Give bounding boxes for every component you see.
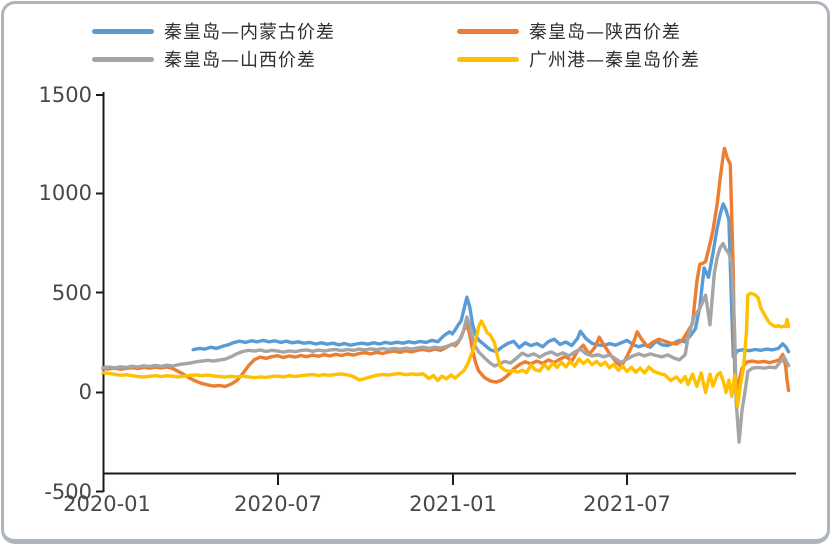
legend-line-swatch-blue [92, 28, 154, 34]
y-tick-label-0: 0 [78, 380, 92, 404]
legend-line-swatch-gray [92, 56, 154, 62]
axes [96, 92, 796, 493]
legend-item-qhd-shaanxi: 秦皇岛—陕西价差 [457, 20, 681, 43]
x-tick-label-2021-01: 2021-01 [409, 492, 497, 516]
y-tick-label-1000: 1000 [38, 181, 92, 205]
legend-line-swatch-orange [457, 28, 519, 34]
x-tick-label-2020-01: 2020-01 [63, 492, 151, 516]
legend-item-qhd-shanxi: 秦皇岛—山西价差 [92, 48, 316, 71]
series-line [101, 291, 791, 408]
x-tick-label-2020-07: 2020-07 [234, 492, 322, 516]
y-tick-label-500: 500 [51, 281, 92, 305]
series-line [101, 146, 791, 399]
legend-item-gzg-qhd: 广州港—秦皇岛价差 [457, 48, 700, 71]
legend-label: 秦皇岛—山西价差 [164, 50, 316, 71]
x-tick-label-2021-07: 2021-07 [583, 492, 671, 516]
y-tick-label-neg500: -500 [44, 480, 92, 504]
legend-label: 秦皇岛—内蒙古价差 [164, 22, 335, 43]
legend-label: 广州港—秦皇岛价差 [529, 50, 700, 71]
series-line [101, 241, 791, 444]
legend-item-qhd-neimenggu: 秦皇岛—内蒙古价差 [92, 20, 335, 43]
series-lines [101, 146, 791, 444]
legend-label: 秦皇岛—陕西价差 [529, 22, 681, 43]
y-tick-label-1500: 1500 [38, 83, 92, 107]
legend-line-swatch-yellow [457, 56, 519, 62]
